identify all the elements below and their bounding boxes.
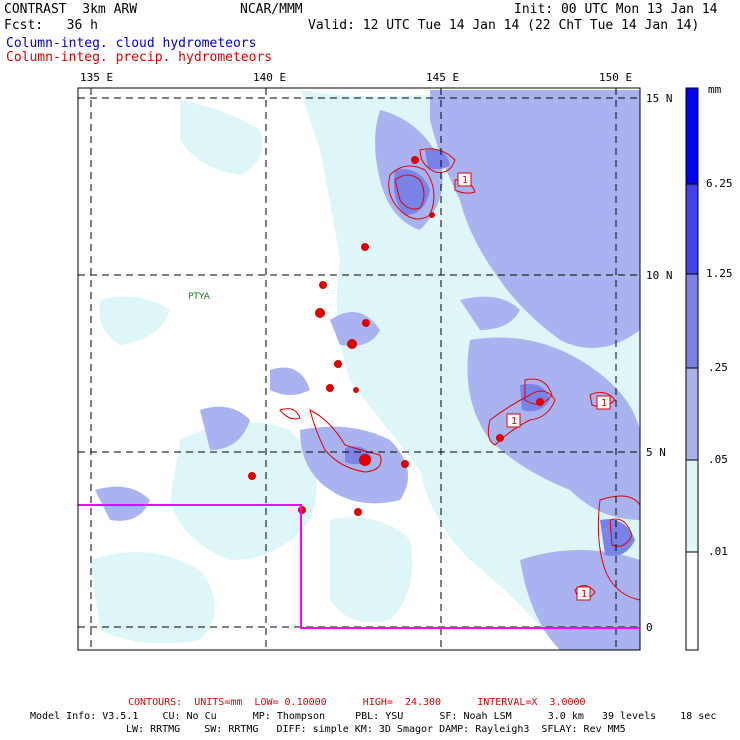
- colorbar-band-4: [686, 460, 698, 552]
- init-time: Init: 00 UTC Mon 13 Jan 14: [514, 2, 718, 17]
- colorbar-level-1-25: 1.25: [706, 267, 733, 280]
- contour-label-3: 1: [581, 589, 587, 600]
- lon-label-150: 150 E: [599, 71, 633, 84]
- lon-label-145: 145 E: [426, 71, 460, 84]
- lat-label-0: 0: [646, 621, 653, 634]
- lat-label-10: 10 N: [646, 269, 673, 282]
- precip-contours: [279, 148, 640, 601]
- contour-label-4: 1: [511, 416, 517, 427]
- lat-label-15: 15 N: [646, 92, 673, 105]
- colorbar: [685, 87, 699, 651]
- colorbar-unit: mm: [708, 83, 722, 96]
- colorbar-frame: [685, 87, 699, 651]
- colorbar-band-5: [686, 552, 698, 650]
- station-label: PTYA: [188, 292, 211, 302]
- model-title: CONTRAST 3km ARW: [4, 2, 138, 17]
- domain-boundary: [78, 504, 640, 629]
- colorbar-level-0-05: .05: [708, 453, 728, 466]
- colorbar-band-0: [686, 88, 698, 184]
- contour-value-labels: 1 1 1 1: [457, 172, 611, 601]
- contours-info: CONTOURS: UNITS=mm LOW= 0.10000 HIGH= 24…: [128, 697, 586, 708]
- colorbar-level-0-01: .01: [708, 545, 728, 558]
- valid-time: Valid: 12 UTC Tue 14 Jan 14 (22 ChT Tue …: [308, 18, 700, 33]
- lon-label-135: 135 E: [80, 71, 114, 84]
- lat-label-5: 5 N: [646, 446, 666, 459]
- model-info-line-2: LW: RRTMG SW: RRTMG DIFF: simple KM: 3D …: [126, 724, 626, 735]
- cloud-field-medium: [95, 90, 640, 650]
- forecast-hour: Fcst: 36 h: [4, 18, 98, 33]
- colorbar-level-0-25: .25: [708, 361, 728, 374]
- colorbar-band-2: [686, 274, 698, 368]
- colorbar-band-3: [686, 368, 698, 460]
- colorbar-level-6-25: 6.25: [706, 177, 733, 190]
- model-info-line-1: Model Info: V3.5.1 CU: No Cu MP: Thompso…: [30, 711, 717, 722]
- colorbar-band-1: [686, 184, 698, 274]
- lon-label-140: 140 E: [253, 71, 287, 84]
- field-precip-label: Column-integ. precip. hydrometeors: [6, 50, 273, 65]
- contour-label-2: 1: [601, 398, 607, 409]
- field-cloud-label: Column-integ. cloud hydrometeors: [6, 36, 257, 51]
- map-frame: [77, 87, 641, 651]
- organization-label: NCAR/MMM: [240, 2, 303, 17]
- contour-label-1: 1: [462, 175, 468, 186]
